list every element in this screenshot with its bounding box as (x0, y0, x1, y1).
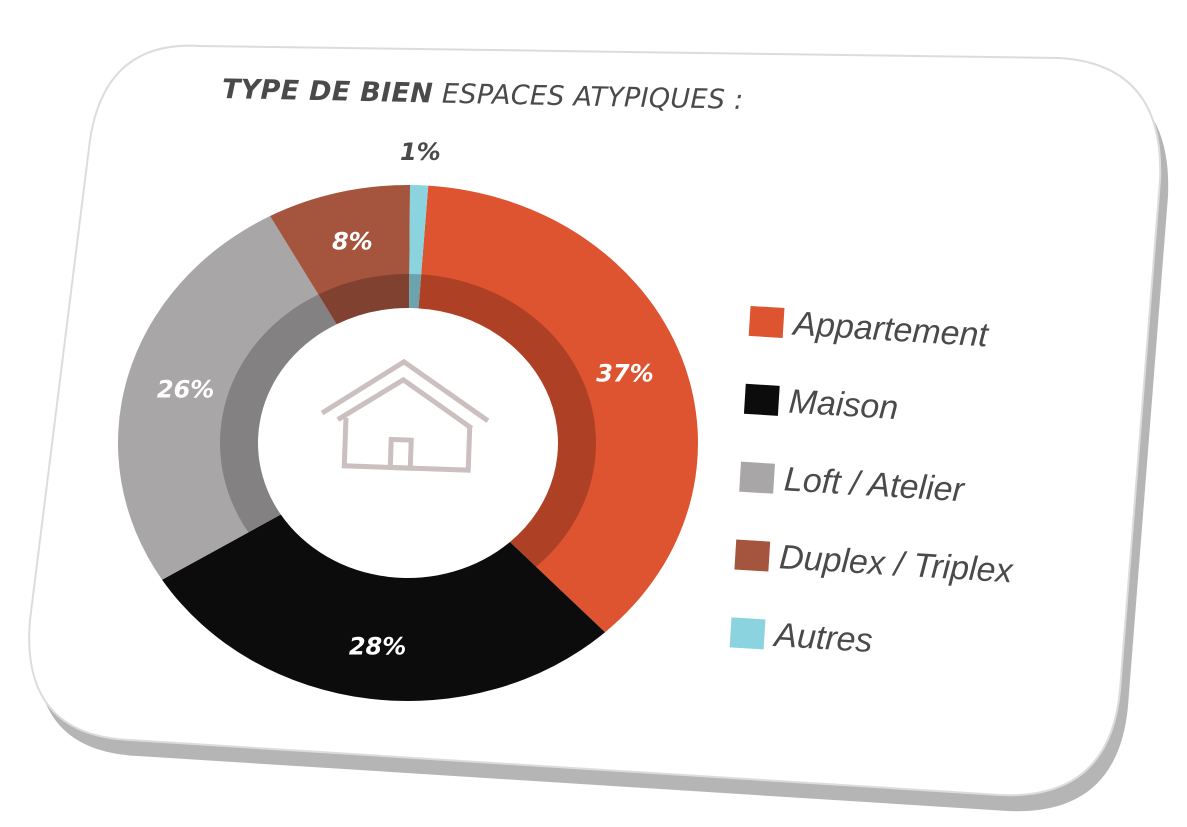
legend-swatch (729, 617, 766, 650)
data-label: 26% (157, 375, 214, 403)
slice-appartement-inner-band (418, 274, 597, 568)
slice-loft-atelier (118, 216, 337, 580)
legend-label: Appartement (792, 304, 990, 354)
legend-swatch (734, 539, 771, 572)
slice-autres (409, 185, 429, 309)
legend-swatch (743, 383, 780, 416)
house-icon (320, 358, 490, 473)
slice-loft-atelier-inner-band (220, 294, 337, 533)
data-label: 8% (332, 228, 373, 256)
legend-label: Maison (787, 382, 900, 427)
slice-appartement (418, 185, 698, 633)
legend-label: Duplex / Triplex (778, 537, 1014, 590)
title-bold: TYPE DE BIEN (221, 74, 434, 110)
legend-label: Autres (773, 615, 874, 660)
legend-label: Loft / Atelier (782, 459, 966, 509)
legend: Appartement Maison Loft / Atelier Duplex… (728, 282, 1029, 688)
data-label: 28% (349, 633, 406, 661)
slice-duplex-triplex-inner-band (318, 274, 410, 325)
slice-maison (162, 514, 606, 701)
slice-autres-inner-band (409, 274, 422, 309)
data-label: 1% (400, 138, 441, 166)
legend-swatch (748, 305, 785, 338)
legend-swatch (739, 461, 775, 494)
title-rest: ESPACES ATYPIQUES : (441, 78, 744, 116)
data-label: 37% (596, 359, 653, 387)
donut-chart: 37% 28% 26% 8% 1% (118, 138, 698, 701)
slice-duplex-triplex (270, 185, 411, 325)
